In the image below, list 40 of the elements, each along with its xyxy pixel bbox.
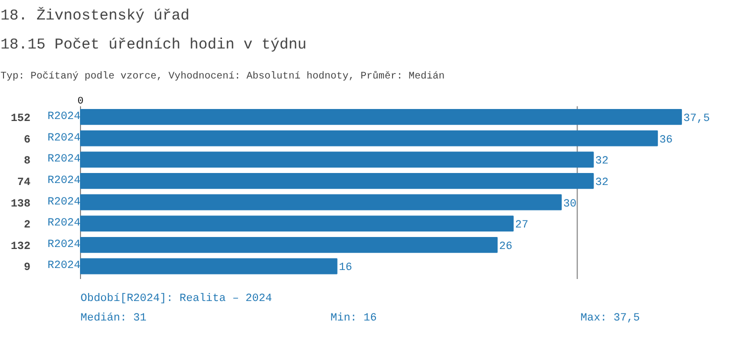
y-tick-label: 132 xyxy=(10,240,31,253)
bar xyxy=(80,258,338,274)
text: R2024 xyxy=(48,132,81,144)
chart-title: 18. Živnostenský úřad xyxy=(0,6,190,24)
data-label: 37,5 xyxy=(683,112,710,125)
text: R2024 xyxy=(48,174,81,187)
data-label: 32 xyxy=(595,176,608,189)
text: R2024 xyxy=(48,154,81,166)
bar xyxy=(80,236,498,253)
bar xyxy=(80,172,594,189)
text: Max: 37,5 xyxy=(580,312,640,325)
text: R2024 xyxy=(48,218,81,230)
bar xyxy=(80,216,514,232)
data-label: 26 xyxy=(499,240,512,253)
y-tick-label: 8 xyxy=(24,156,31,168)
data-label: 16 xyxy=(338,262,352,274)
y-tick-label: 152 xyxy=(10,112,31,125)
annotation: 0 xyxy=(78,96,84,108)
bar xyxy=(80,194,562,210)
text: R2024 xyxy=(48,238,81,251)
text: Medián: 31 xyxy=(80,312,147,325)
data-label: 32 xyxy=(595,156,608,168)
y-tick-label: 2 xyxy=(24,220,31,232)
y-tick-label: 9 xyxy=(24,262,31,274)
y-tick-label: 138 xyxy=(10,198,31,210)
data-label: 27 xyxy=(515,220,528,232)
text: R2024 xyxy=(48,260,81,272)
series-label: R2024 xyxy=(48,110,81,123)
y-tick-label: 74 xyxy=(17,176,31,189)
text: Období[R2024]: Realita – 2024 xyxy=(80,293,272,306)
chart-subtitle: 18.15 Počet úředních hodin v týdnu xyxy=(0,36,307,54)
text: R2024 xyxy=(48,196,81,208)
data-label: 30 xyxy=(563,198,576,210)
text: Typ: Počítaný podle vzorce, Vyhodnocení: Absolutní hodnoty, Průměr: Medián xyxy=(0,70,445,82)
bar xyxy=(80,108,682,125)
text: Min: 16 xyxy=(330,312,377,325)
data-label: 36 xyxy=(659,134,673,146)
bar xyxy=(80,130,658,146)
y-tick-label: 6 xyxy=(24,134,31,146)
bar xyxy=(80,152,594,168)
